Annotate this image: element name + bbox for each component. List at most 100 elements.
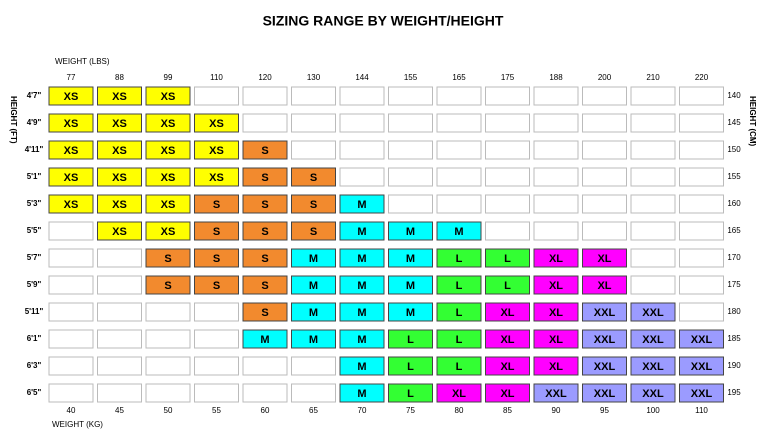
size-label: XS bbox=[112, 118, 127, 130]
cell bbox=[97, 86, 142, 106]
cell bbox=[339, 275, 385, 295]
size-label: M bbox=[406, 253, 415, 265]
size-label: S bbox=[310, 199, 317, 211]
cell bbox=[485, 113, 530, 133]
cell bbox=[630, 329, 676, 349]
cell bbox=[388, 356, 433, 376]
size-label: XS bbox=[209, 118, 224, 130]
size-label: XS bbox=[112, 145, 127, 157]
cell bbox=[97, 275, 142, 295]
cell bbox=[145, 275, 191, 295]
cell bbox=[194, 356, 239, 376]
size-label: XL bbox=[500, 388, 514, 400]
cell bbox=[630, 302, 676, 322]
cell bbox=[679, 329, 724, 349]
cell bbox=[582, 302, 627, 322]
cell bbox=[582, 113, 627, 133]
cell bbox=[242, 356, 288, 376]
cell bbox=[582, 140, 627, 160]
weight-kg: 60 bbox=[261, 406, 270, 415]
cell bbox=[291, 329, 336, 349]
cell bbox=[291, 194, 336, 214]
cell bbox=[630, 140, 676, 160]
weight-lbs: 110 bbox=[210, 73, 223, 82]
cell bbox=[533, 248, 579, 268]
cell bbox=[533, 167, 579, 187]
size-label: XXL bbox=[594, 361, 616, 373]
size-label: L bbox=[456, 334, 463, 346]
size-label: S bbox=[213, 226, 220, 238]
weight-lbs: 188 bbox=[549, 73, 563, 82]
cell bbox=[97, 167, 142, 187]
size-label: M bbox=[357, 226, 366, 238]
cell bbox=[242, 302, 288, 322]
cell bbox=[339, 221, 385, 241]
cell bbox=[485, 383, 530, 403]
weight-lbs: 144 bbox=[355, 73, 369, 82]
cell bbox=[97, 140, 142, 160]
size-label: XXL bbox=[594, 388, 616, 400]
cell bbox=[679, 167, 724, 187]
size-label: M bbox=[357, 307, 366, 319]
size-label: XL bbox=[500, 361, 514, 373]
weight-kg: 80 bbox=[455, 406, 464, 415]
cell bbox=[436, 275, 482, 295]
size-label: XS bbox=[112, 226, 127, 238]
size-label: XXL bbox=[642, 388, 664, 400]
size-label: M bbox=[309, 253, 318, 265]
size-label: L bbox=[504, 280, 511, 292]
cell bbox=[48, 302, 94, 322]
cell bbox=[194, 194, 239, 214]
size-label: M bbox=[357, 199, 366, 211]
cell bbox=[194, 86, 239, 106]
weight-kg: 100 bbox=[646, 406, 660, 415]
size-label: L bbox=[407, 388, 414, 400]
cell bbox=[145, 329, 191, 349]
cell bbox=[388, 86, 433, 106]
weight-kg: 95 bbox=[600, 406, 609, 415]
weight-kg: 75 bbox=[406, 406, 415, 415]
height-ft: 4'11" bbox=[25, 145, 44, 154]
cell bbox=[533, 275, 579, 295]
cell bbox=[630, 356, 676, 376]
cell bbox=[533, 383, 579, 403]
cell bbox=[582, 248, 627, 268]
height-ft: 4'7" bbox=[27, 91, 42, 100]
cell bbox=[679, 302, 724, 322]
cell bbox=[436, 221, 482, 241]
weight-kg: 50 bbox=[164, 406, 173, 415]
cell bbox=[242, 86, 288, 106]
cell bbox=[97, 221, 142, 241]
height-ft: 5'1" bbox=[27, 172, 42, 181]
size-label: XS bbox=[64, 172, 79, 184]
cell bbox=[145, 221, 191, 241]
cell bbox=[533, 302, 579, 322]
height-cm: 145 bbox=[727, 118, 741, 127]
cell bbox=[630, 221, 676, 241]
cell bbox=[533, 221, 579, 241]
cell bbox=[194, 275, 239, 295]
size-label: S bbox=[261, 280, 268, 292]
cell bbox=[339, 167, 385, 187]
cell bbox=[291, 86, 336, 106]
cell bbox=[339, 140, 385, 160]
cell bbox=[436, 248, 482, 268]
size-label: XXL bbox=[642, 361, 664, 373]
height-cm: 160 bbox=[727, 199, 741, 208]
size-label: S bbox=[261, 172, 268, 184]
size-label: M bbox=[357, 334, 366, 346]
cell bbox=[48, 356, 94, 376]
cell bbox=[582, 167, 627, 187]
weight-kg: 65 bbox=[309, 406, 318, 415]
height-cm: 155 bbox=[727, 172, 741, 181]
cell bbox=[388, 329, 433, 349]
cell bbox=[582, 275, 627, 295]
cell bbox=[485, 140, 530, 160]
cell bbox=[388, 194, 433, 214]
cell bbox=[145, 302, 191, 322]
size-label: S bbox=[261, 226, 268, 238]
cell bbox=[339, 302, 385, 322]
size-label: XXL bbox=[691, 388, 713, 400]
cell bbox=[48, 248, 94, 268]
